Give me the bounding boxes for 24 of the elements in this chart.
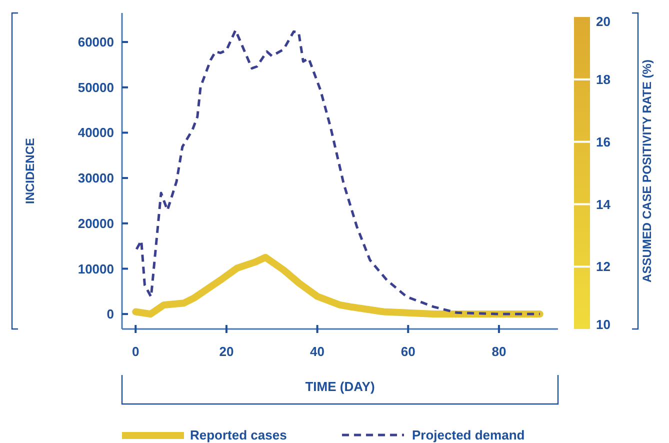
y-axis-title: INCIDENCE bbox=[23, 138, 37, 204]
color-bar-title: ASSUMED CASE POSITIVITY RATE (%) bbox=[640, 60, 654, 282]
x-tick-label: 40 bbox=[310, 344, 325, 359]
legend-label: Reported cases bbox=[190, 428, 287, 443]
y-tick-label: 20000 bbox=[78, 216, 114, 231]
x-tick-label: 20 bbox=[219, 344, 234, 359]
y-tick-label: 10000 bbox=[78, 261, 114, 276]
x-tick-label: 60 bbox=[400, 344, 416, 359]
x-tick-label: 0 bbox=[132, 344, 140, 359]
color-bar-label: 12 bbox=[596, 259, 610, 274]
y-tick-label: 0 bbox=[106, 306, 114, 322]
y-tick-label: 40000 bbox=[78, 125, 114, 140]
color-bar-label: 16 bbox=[596, 134, 610, 150]
x-tick-label: 80 bbox=[492, 344, 506, 359]
color-bar-label: 20 bbox=[596, 14, 610, 30]
line-series bbox=[135, 28, 542, 316]
y-tick-label: 60000 bbox=[78, 34, 114, 50]
legend-label: Projected demand bbox=[412, 428, 525, 443]
color-bar-label: 18 bbox=[596, 72, 610, 87]
x-axis-title: TIME (DAY) bbox=[305, 379, 375, 394]
y-tick-label: 30000 bbox=[78, 170, 114, 186]
color-bar-label: 14 bbox=[596, 196, 612, 212]
color-bar-label: 10 bbox=[596, 317, 610, 332]
y-tick-label: 50000 bbox=[78, 80, 114, 95]
